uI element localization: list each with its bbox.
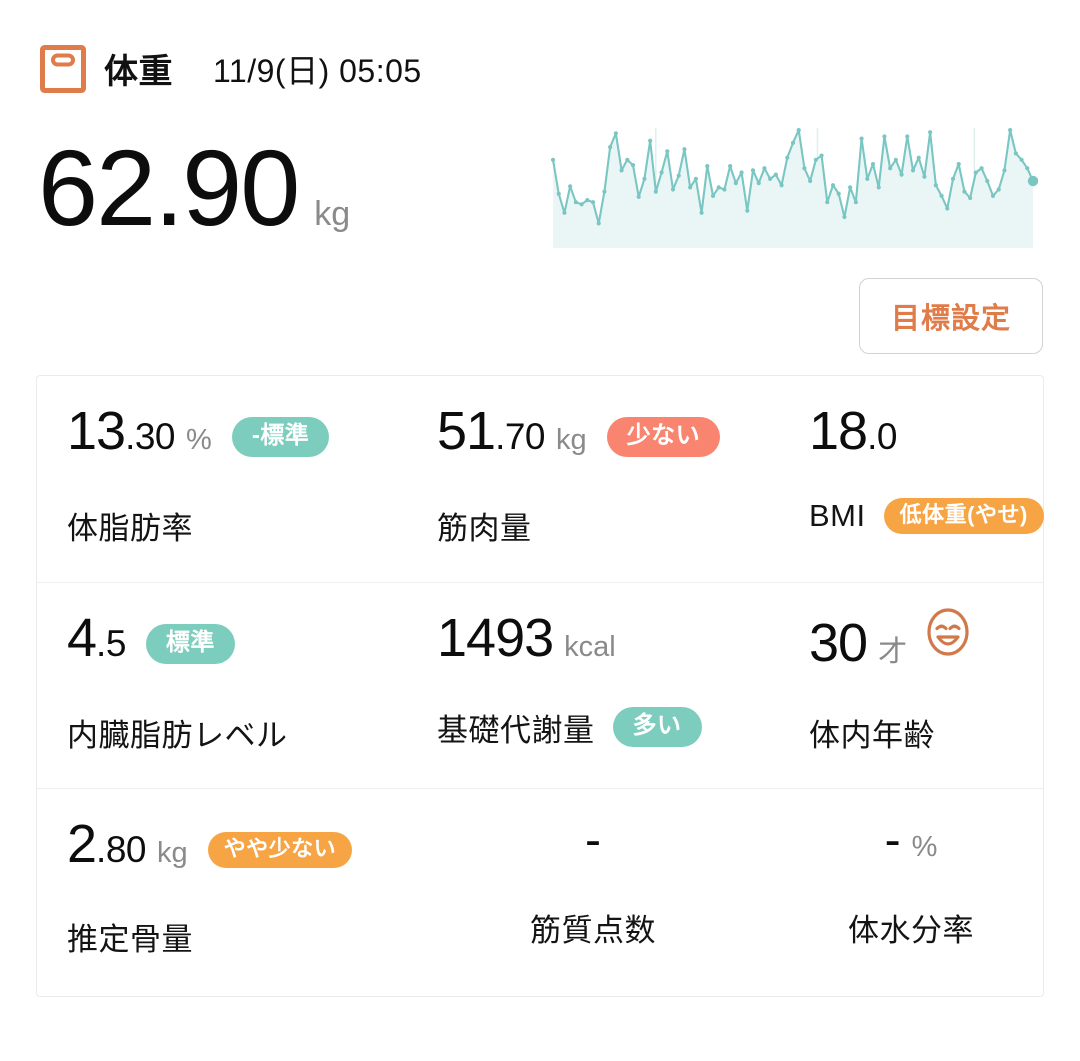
metric-basal-metabolic-rate[interactable]: 1493 kcal 基礎代謝量 多い	[407, 583, 779, 789]
metric-value-line: -%	[885, 817, 938, 865]
metric-estimated-bone-mass[interactable]: 2.80 kg やや少ない推定骨量	[37, 789, 407, 996]
metric-value-decimal: .0	[867, 416, 897, 457]
metric-label: 体水分率	[848, 913, 974, 949]
metrics-row: 4.5 標準 内臓脂肪レベル 1493 kcal 基礎代謝量 多い 30 才体内年齢	[37, 583, 1043, 790]
metric-label: 内臓脂肪レベル	[67, 717, 288, 753]
metric-label-line: 筋質点数	[530, 905, 656, 950]
metric-label: 基礎代謝量	[437, 712, 595, 748]
metric-body-fat-percentage[interactable]: 13.30% -標準体脂肪率	[37, 376, 407, 582]
metric-label-line: 体水分率	[848, 905, 974, 950]
metric-value-line: 4.5 標準	[67, 611, 407, 670]
metric-label: 筋肉量	[437, 511, 532, 546]
metric-label: BMI	[809, 498, 866, 533]
metric-value-line: 2.80 kg やや少ない	[67, 817, 407, 874]
metric-value-line: -	[585, 817, 601, 865]
metric-value: -	[884, 814, 901, 868]
metric-unit: kg	[556, 424, 587, 456]
metric-value-line: 30 才	[809, 608, 1043, 673]
metrics-row: 13.30% -標準体脂肪率 51.70 kg 少ない筋肉量 18.0 BMI 低体重(やせ)	[37, 376, 1044, 583]
goal-setting-button[interactable]: 目標設定	[859, 278, 1043, 354]
weight-unit: kg	[314, 195, 351, 233]
metric-visceral-fat-level[interactable]: 4.5 標準内臓脂肪レベル	[37, 583, 407, 789]
metric-value: -	[585, 814, 601, 868]
status-badge: 標準	[145, 623, 235, 664]
status-badge: 多い	[612, 707, 702, 748]
status-badge: やや少ない	[207, 832, 353, 869]
metric-body-age[interactable]: 30 才体内年齢	[779, 583, 1043, 789]
weight-history-sparkline[interactable]	[548, 118, 1038, 248]
header: 体重 11/9(日) 05:05	[40, 44, 422, 93]
metric-value-decimal: .30	[125, 416, 176, 457]
weight-scale-icon	[40, 44, 86, 93]
metric-label-line: 基礎代謝量 多い	[437, 705, 779, 750]
metric-value-decimal: .80	[96, 829, 146, 871]
metric-value-line: 1493 kcal	[437, 611, 779, 665]
metric-muscle-quality-score[interactable]: - 筋質点数	[407, 789, 779, 996]
metrics-card: 13.30% -標準 体脂肪率 51.70 kg 少ない 筋肉量 18.0 BMI 低体重(やせ)…	[36, 375, 1044, 997]
goal-setting-label: 目標設定	[890, 303, 1011, 335]
metric-value-line: 51.70 kg 少ない	[437, 404, 779, 463]
metric-label: 筋質点数	[530, 913, 656, 949]
metric-label-line: 推定骨量	[67, 914, 407, 959]
metric-label: 体脂肪率	[67, 511, 193, 546]
metric-label-line: 体内年齢	[809, 710, 1043, 755]
metric-value: 4	[67, 607, 97, 668]
current-weight: 62.90 kg	[38, 134, 350, 242]
metric-bmi[interactable]: 18.0 BMI 低体重(やせ)	[779, 376, 1044, 582]
metric-value: 51	[437, 401, 496, 461]
metric-value: 2	[67, 814, 97, 875]
metric-value-line: 18.0	[809, 404, 1044, 458]
metric-unit: 才	[878, 635, 908, 668]
metric-body-water-percentage[interactable]: -% 体水分率	[779, 789, 1043, 996]
metric-value-decimal: .70	[495, 416, 546, 457]
weight-value: 62.90	[38, 127, 300, 248]
metric-unit: %	[186, 424, 212, 456]
metric-unit: kg	[156, 837, 188, 870]
metric-unit: %	[911, 831, 938, 864]
metric-value: 13	[67, 401, 126, 461]
metric-label-line: BMI 低体重(やせ)	[809, 498, 1044, 534]
metric-value: 1493	[437, 607, 554, 668]
metric-value: 30	[809, 612, 868, 673]
metric-muscle-mass[interactable]: 51.70 kg 少ない筋肉量	[407, 376, 779, 582]
metric-label-line: 体脂肪率	[67, 503, 407, 548]
smiley-face-icon	[927, 608, 969, 656]
metrics-row: 2.80 kg やや少ない推定骨量 - 筋質点数 -% 体水分率	[37, 789, 1043, 996]
status-badge: 低体重(やせ)	[883, 498, 1044, 534]
metric-label: 体内年齢	[809, 717, 935, 753]
status-badge: 少ない	[606, 417, 721, 457]
metric-label-line: 筋肉量	[437, 503, 779, 548]
metric-label-line: 内臓脂肪レベル	[67, 710, 407, 755]
metric-unit: kcal	[564, 630, 616, 663]
measurement-datetime: 11/9(日) 05:05	[213, 52, 422, 89]
metric-label: 推定骨量	[67, 922, 193, 958]
metric-value: 18	[809, 401, 868, 461]
status-badge: -標準	[231, 417, 330, 457]
metric-value-line: 13.30% -標準	[67, 404, 407, 463]
metric-value-decimal: .5	[96, 622, 126, 664]
page-title: 体重	[104, 53, 173, 91]
